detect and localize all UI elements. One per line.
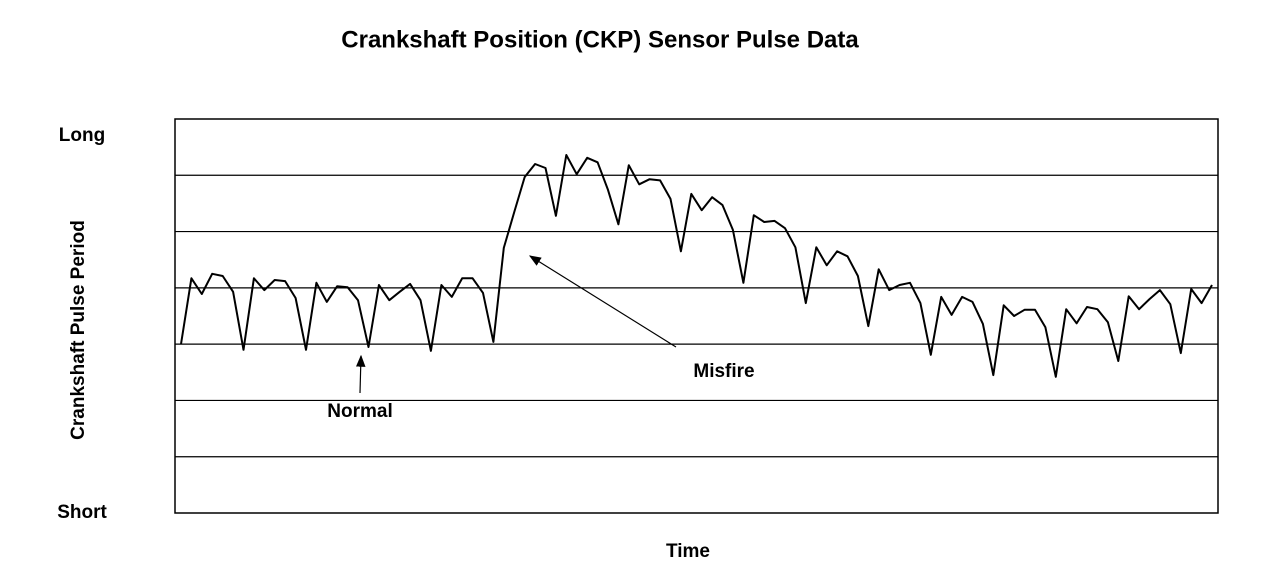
y-axis-label: Crankshaft Pulse Period [68,220,89,440]
plot-frame [174,118,1219,514]
x-axis-label: Time [666,541,710,562]
annotation: Misfire [693,361,754,382]
annotation: Normal [327,401,392,422]
annotation-arrow [355,354,366,394]
annotation-arrow [528,255,677,348]
chart-title: Crankshaft Position (CKP) Sensor Pulse D… [341,26,859,53]
y-tick-label: Short [57,502,107,523]
y-tick-label: Long [59,125,105,146]
data-line [180,154,1213,378]
